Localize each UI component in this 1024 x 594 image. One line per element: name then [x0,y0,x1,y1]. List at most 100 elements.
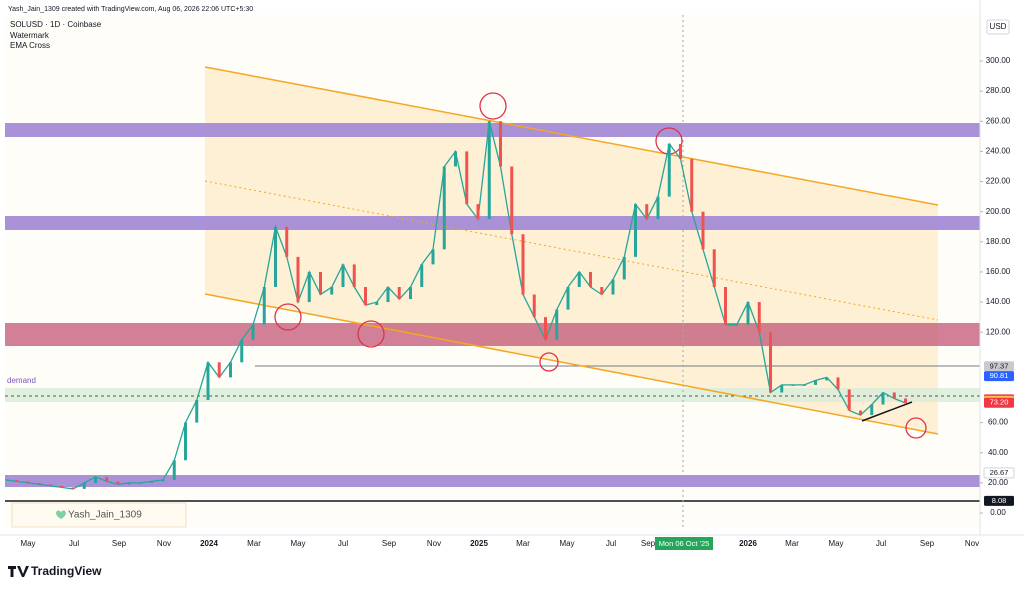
zone [5,475,980,487]
candle [589,271,592,287]
candle [307,271,311,303]
channel-midline [204,180,939,321]
candle [206,362,210,400]
price-label: 97.37 [990,361,1009,370]
candle [544,317,547,340]
circle [539,352,559,372]
candle [904,398,907,404]
candle [645,204,649,220]
time-tick-label: 2025 [470,539,488,548]
price-tick-label: 300.00 [986,56,1011,65]
candle [476,204,480,220]
candle [94,476,97,483]
marks [5,121,907,490]
candle [656,196,660,220]
candle [71,487,75,489]
time-tick-label: Jul [69,539,79,548]
time-tick-label: Mar [516,539,530,548]
candle [735,324,739,326]
candle [690,158,694,212]
time-tick-label: Nov [157,539,171,548]
watermark: Yash_Jain_1309 [68,510,142,521]
time-tick-label: Sep [920,539,935,548]
price-label-box [983,467,1015,479]
price-tick-label: 20.00 [988,478,1009,487]
candle [82,482,86,489]
candle [229,362,232,378]
candle [150,481,154,483]
circle [905,417,927,439]
candle [49,484,52,486]
zone [5,388,980,402]
price-tick-label: 240.00 [986,147,1011,156]
candle [622,256,626,280]
candle [679,143,682,159]
candle [285,226,289,257]
candle [566,287,570,310]
candle [611,279,615,295]
candle [825,377,829,381]
time-tick-label: Nov [427,539,441,548]
candle [521,234,525,295]
candle [296,256,300,303]
price-tick-label: 60.00 [988,418,1009,427]
candle [262,287,266,325]
candle [364,287,367,306]
candle [814,380,817,385]
candle [251,324,255,340]
time-tick-label: May [559,539,574,548]
candle [532,294,536,318]
candle [26,481,30,483]
candle [881,392,885,405]
candle [139,482,142,484]
credit: Yash_Jain_1309 created with TradingView.… [8,6,253,13]
price-label-box [984,397,1014,408]
time-tick-label: Nov [965,539,979,548]
candle [892,392,896,399]
candle [724,287,727,325]
candle [577,271,581,287]
price-label: 90.81 [990,371,1009,380]
candle [780,384,784,393]
crosshair-label: Mon 06 Oct '25 [659,539,710,548]
price-tick-label: 40.00 [988,448,1009,457]
price-tick-label: 260.00 [986,116,1011,125]
candle [352,264,356,287]
candle [791,384,795,386]
crosshair-box [655,537,713,550]
zone-label: demand [7,376,36,385]
time-tick-label: Jul [606,539,616,548]
heart-icon [56,510,66,519]
price-label-box [984,495,1014,506]
candle [465,151,469,205]
time-tick-label: Jul [338,539,348,548]
candle [634,204,637,257]
candle [667,143,671,197]
candle [431,249,435,265]
price-tick-label: 160.00 [986,267,1011,276]
candle [217,362,221,378]
candle [240,339,244,363]
time-tick-label: 2026 [739,539,757,548]
indicator: Watermark [10,31,50,40]
zone [5,323,980,346]
candle [510,166,514,235]
time-tick-label: Jul [876,539,886,548]
candle [184,422,187,461]
time-tick-label: Sep [641,539,656,548]
candle [859,410,862,416]
candle [870,404,874,416]
candle [60,485,64,488]
time-tick-label: May [20,539,35,548]
currency: USD [990,22,1007,31]
candle [701,211,705,250]
time-tick-label: Mar [247,539,261,548]
channel-line [204,293,939,435]
price-tick-label: 280.00 [986,86,1011,95]
zone [5,216,980,230]
candle [487,121,491,220]
candle [600,287,604,295]
circle [479,92,507,120]
channel-line [204,66,939,206]
circle-markers [274,92,927,439]
